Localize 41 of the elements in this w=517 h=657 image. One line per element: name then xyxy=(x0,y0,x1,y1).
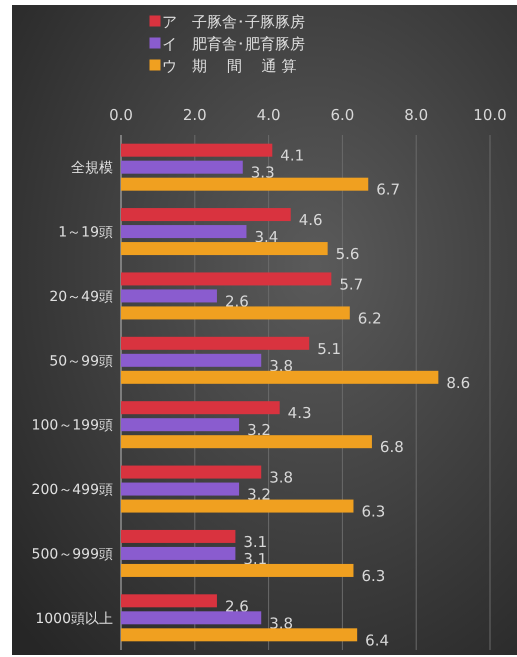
y-tick-label: 1000頭以上 xyxy=(35,610,113,627)
y-tick-label: 50～99頭 xyxy=(49,353,113,370)
x-tick-label: 0.0 xyxy=(109,106,133,124)
data-label: 6.3 xyxy=(361,566,386,585)
data-label: 6.7 xyxy=(376,180,400,199)
data-label: 3.1 xyxy=(243,550,268,568)
data-label: 6.3 xyxy=(361,502,386,521)
x-tick-label: 2.0 xyxy=(182,106,207,124)
data-label: 3.8 xyxy=(269,356,294,375)
y-tick-label: 500～999頭 xyxy=(32,546,113,562)
data-label: 5.7 xyxy=(339,275,364,294)
data-label: 6.8 xyxy=(380,438,404,456)
y-tick-label: 1～19頭 xyxy=(58,224,113,241)
data-label: 4.1 xyxy=(280,146,304,165)
x-tick-label: 8.0 xyxy=(404,106,428,124)
legend-item: ア 子豚舎･子豚豚房 xyxy=(150,13,305,31)
data-label: 4.3 xyxy=(288,404,312,422)
data-label: 3.2 xyxy=(247,421,271,440)
data-label: 2.6 xyxy=(224,597,249,616)
data-label: 3.4 xyxy=(254,228,278,246)
data-label: 3.8 xyxy=(269,468,294,487)
data-label: 6.2 xyxy=(358,309,382,328)
x-tick-label: 10.0 xyxy=(473,106,507,124)
legend-item: イ 肥育舎･肥育豚房 xyxy=(150,35,305,53)
data-label: 3.1 xyxy=(243,532,268,551)
x-tick-label: 6.0 xyxy=(330,106,354,124)
y-tick-label: 200～499頭 xyxy=(32,482,113,498)
legend-item: ウ 期 間 通 算 xyxy=(150,57,296,75)
data-label: 6.4 xyxy=(365,631,390,650)
data-label: 3.3 xyxy=(250,164,275,182)
data-label: 3.8 xyxy=(269,614,294,632)
data-label: 4.6 xyxy=(298,211,323,230)
data-label: 5.1 xyxy=(317,340,342,358)
y-tick-label: 全規模 xyxy=(71,160,113,176)
data-label: 2.6 xyxy=(224,292,249,310)
y-tick-label: 100～199頭 xyxy=(32,418,113,434)
data-label: 5.6 xyxy=(336,245,360,264)
data-label: 3.2 xyxy=(247,486,271,504)
data-label: 8.6 xyxy=(446,374,470,392)
x-tick-label: 4.0 xyxy=(256,106,281,124)
y-tick-label: 20～49頭 xyxy=(49,288,113,305)
